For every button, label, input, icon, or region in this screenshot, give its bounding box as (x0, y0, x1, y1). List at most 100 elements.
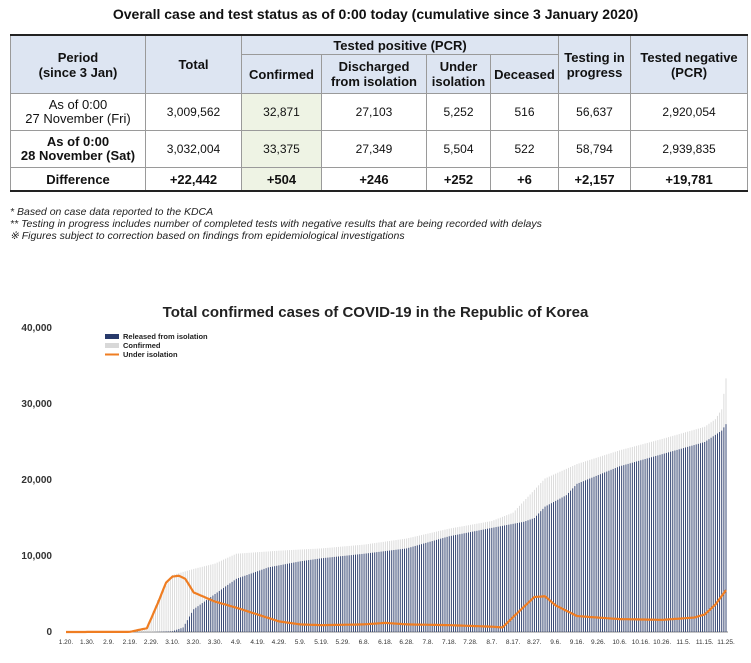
footnote: * Based on case data reported to the KDC… (10, 206, 214, 218)
released-bar (723, 427, 725, 632)
header-negative: Tested negative (PCR) (630, 34, 749, 94)
cell-testing: 58,794 (558, 130, 632, 168)
row-period: Difference (10, 167, 146, 192)
released-bar (450, 535, 452, 632)
released-bar (548, 504, 550, 632)
released-bar (653, 456, 655, 632)
released-bar (527, 520, 529, 632)
cell-confirmed: +504 (241, 167, 322, 192)
released-bar (346, 555, 348, 632)
confirmed-bar (150, 616, 152, 632)
x-tick-label: 2.9. (103, 639, 114, 646)
released-bar (495, 527, 497, 632)
y-tick-label: 30,000 (21, 399, 52, 410)
released-bar (414, 545, 416, 632)
confirmed-bar (191, 569, 193, 632)
released-bar (546, 505, 548, 632)
released-bar (467, 532, 469, 632)
legend-label: Confirmed (123, 341, 161, 350)
released-bar (404, 548, 405, 632)
released-bar (604, 472, 606, 632)
released-bar (178, 628, 180, 632)
released-bar (180, 628, 182, 632)
confirmed-bar (178, 573, 180, 632)
released-bar (352, 554, 354, 632)
header-deceased: Deceased (489, 54, 560, 94)
released-bar (412, 546, 414, 632)
released-bar (357, 554, 359, 632)
released-bar (323, 558, 325, 632)
released-bar (668, 452, 669, 632)
released-bar (263, 568, 265, 632)
released-bar (176, 629, 178, 632)
released-bar (244, 575, 246, 632)
released-bar (340, 556, 342, 632)
table-row: As of 0:00 27 November (Fri) 3,009,562 32… (10, 93, 749, 131)
under-isolation-line (66, 574, 727, 634)
released-bar (463, 533, 465, 632)
released-bar (508, 524, 510, 632)
released-bar (642, 459, 644, 632)
released-bar (191, 612, 193, 632)
released-bar (272, 566, 273, 632)
released-bar (544, 506, 546, 632)
released-bar (561, 497, 563, 632)
x-tick-label: 4.19. (250, 639, 265, 646)
released-bar (333, 556, 335, 632)
x-tick-label: 11.25. (717, 639, 735, 646)
released-bar (304, 560, 305, 632)
status-table: Period (since 3 Jan) Total Tested positiv… (10, 34, 749, 192)
released-bar (206, 600, 207, 632)
released-bar (297, 561, 299, 632)
cell-confirmed: 32,871 (241, 93, 322, 131)
released-bar (706, 440, 708, 632)
released-bar (555, 500, 557, 632)
released-bar (406, 548, 408, 632)
released-bar (702, 442, 704, 632)
released-bar (550, 503, 552, 632)
released-bar (587, 479, 589, 632)
released-bar (459, 534, 461, 632)
header-discharged: Discharged from isolation (321, 54, 427, 94)
released-bar (610, 469, 612, 632)
released-bar (585, 480, 586, 632)
confirmed-bar (199, 567, 201, 632)
released-bar (274, 566, 276, 632)
released-bar (425, 542, 427, 632)
released-bar (248, 574, 250, 632)
released-bar (536, 515, 537, 632)
released-bar (165, 631, 167, 632)
released-bar (259, 570, 261, 632)
released-bar (557, 499, 559, 632)
released-bar (602, 473, 603, 632)
released-bar (497, 526, 499, 632)
released-bar (372, 552, 374, 632)
released-bar (267, 567, 269, 632)
confirmed-bar (165, 585, 167, 632)
released-bar (523, 521, 525, 632)
released-bar (172, 631, 173, 632)
released-bar (516, 523, 518, 632)
released-bar (682, 448, 684, 632)
cell-negative: 2,920,054 (630, 93, 749, 131)
released-bar (725, 424, 727, 632)
released-bar (591, 477, 593, 632)
released-bar (295, 562, 297, 632)
x-tick-label: 6.8. (359, 639, 370, 646)
released-bar (327, 557, 329, 632)
cell-negative: +19,781 (630, 167, 749, 192)
released-bar (186, 620, 188, 632)
released-bar (197, 606, 199, 632)
released-bar (280, 564, 282, 632)
released-bar (572, 488, 574, 632)
header-period: Period (since 3 Jan) (10, 34, 146, 94)
released-bar (306, 560, 308, 632)
released-bar (542, 508, 544, 632)
released-bar (240, 577, 242, 632)
released-bar (391, 550, 393, 632)
x-tick-label: 5.29. (336, 639, 351, 646)
released-bar (470, 532, 471, 632)
x-tick-label: 10.26. (653, 639, 671, 646)
cell-total: +22,442 (145, 167, 242, 192)
released-bar (401, 548, 403, 632)
